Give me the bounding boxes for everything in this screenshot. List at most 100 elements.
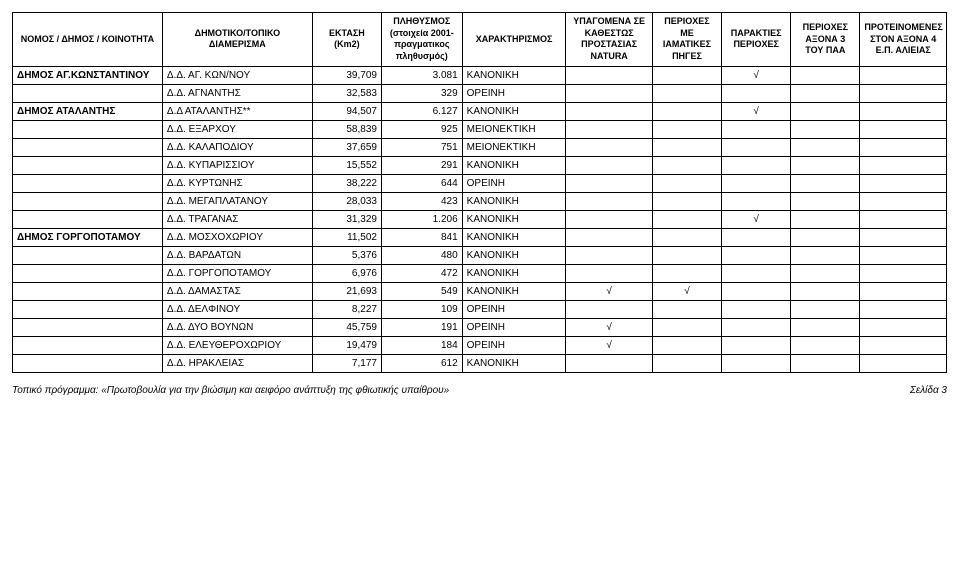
cell-iam [652, 192, 721, 210]
cell-nomos [13, 138, 163, 156]
header-char: ΧΑΡΑΚΤΗΡΙΣΜΟΣ [462, 13, 566, 67]
cell-alieias [860, 174, 947, 192]
cell-nomos [13, 156, 163, 174]
cell-alieias [860, 138, 947, 156]
cell-parakt [722, 192, 791, 210]
cell-axon3 [791, 156, 860, 174]
cell-parakt [722, 138, 791, 156]
cell-diam: Δ.Δ. ΜΕΓΑΠΛΑΤΑΝΟΥ [162, 192, 312, 210]
cell-plith: 329 [381, 84, 462, 102]
cell-alieias [860, 156, 947, 174]
cell-alieias [860, 354, 947, 372]
cell-axon3 [791, 102, 860, 120]
cell-nomos [13, 192, 163, 210]
cell-axon3 [791, 210, 860, 228]
cell-ektasi: 5,376 [312, 246, 381, 264]
cell-ektasi: 19,479 [312, 336, 381, 354]
cell-axon3 [791, 192, 860, 210]
cell-parakt [722, 246, 791, 264]
header-parakt: ΠΑΡΑΚΤΙΕΣ ΠΕΡΙΟΧΕΣ [722, 13, 791, 67]
cell-iam [652, 300, 721, 318]
cell-natura: √ [566, 282, 652, 300]
cell-ektasi: 21,693 [312, 282, 381, 300]
cell-alieias [860, 210, 947, 228]
cell-alieias [860, 246, 947, 264]
cell-nomos: ΔΗΜΟΣ ΓΟΡΓΟΠΟΤΑΜΟΥ [13, 228, 163, 246]
cell-diam: Δ.Δ. ΒΑΡΔΑΤΩΝ [162, 246, 312, 264]
table-row: Δ.Δ. ΑΓΝΑΝΤΗΣ32,583329ΟΡΕΙΝΗ [13, 84, 947, 102]
table-row: Δ.Δ. ΕΛΕΥΘΕΡΟΧΩΡΙΟΥ19,479184ΟΡΕΙΝΗ√ [13, 336, 947, 354]
cell-ektasi: 8,227 [312, 300, 381, 318]
cell-diam: Δ.Δ. ΕΞΑΡΧΟΥ [162, 120, 312, 138]
cell-plith: 191 [381, 318, 462, 336]
cell-plith: 480 [381, 246, 462, 264]
cell-nomos [13, 318, 163, 336]
cell-char: ΚΑΝΟΝΙΚΗ [462, 210, 566, 228]
cell-parakt [722, 354, 791, 372]
cell-char: ΚΑΝΟΝΙΚΗ [462, 66, 566, 84]
cell-iam [652, 318, 721, 336]
cell-parakt [722, 120, 791, 138]
cell-parakt [722, 300, 791, 318]
cell-natura [566, 264, 652, 282]
cell-diam: Δ.Δ. ΤΡΑΓΑΝΑΣ [162, 210, 312, 228]
cell-char: ΚΑΝΟΝΙΚΗ [462, 228, 566, 246]
cell-parakt [722, 174, 791, 192]
cell-iam: √ [652, 282, 721, 300]
cell-parakt: √ [722, 102, 791, 120]
cell-nomos [13, 84, 163, 102]
cell-natura [566, 246, 652, 264]
cell-ektasi: 31,329 [312, 210, 381, 228]
cell-plith: 6.127 [381, 102, 462, 120]
cell-ektasi: 37,659 [312, 138, 381, 156]
cell-axon3 [791, 300, 860, 318]
cell-natura [566, 66, 652, 84]
cell-alieias [860, 228, 947, 246]
cell-axon3 [791, 282, 860, 300]
cell-natura [566, 174, 652, 192]
cell-plith: 925 [381, 120, 462, 138]
header-nomos: ΝΟΜΟΣ / ΔΗΜΟΣ / ΚΟΙΝΟΤΗΤΑ [13, 13, 163, 67]
cell-diam: Δ.Δ. ΔΥΟ ΒΟΥΝΩΝ [162, 318, 312, 336]
footer-right: Σελίδα 3 [910, 385, 947, 396]
cell-natura [566, 84, 652, 102]
table-row: Δ.Δ. ΕΞΑΡΧΟΥ58,839925ΜΕΙΟΝΕΚΤΙΚΗ [13, 120, 947, 138]
cell-plith: 751 [381, 138, 462, 156]
cell-parakt [722, 264, 791, 282]
cell-axon3 [791, 228, 860, 246]
cell-iam [652, 120, 721, 138]
cell-axon3 [791, 354, 860, 372]
cell-nomos: ΔΗΜΟΣ ΑΤΑΛΑΝΤΗΣ [13, 102, 163, 120]
table-row: ΔΗΜΟΣ ΓΟΡΓΟΠΟΤΑΜΟΥΔ.Δ. ΜΟΣΧΟΧΩΡΙΟΥ11,502… [13, 228, 947, 246]
page-footer: Τοπικό πρόγραμμα: «Πρωτοβουλία για την β… [12, 385, 947, 396]
cell-natura: √ [566, 336, 652, 354]
cell-char: ΚΑΝΟΝΙΚΗ [462, 156, 566, 174]
table-row: Δ.Δ. ΔΑΜΑΣΤΑΣ21,693549ΚΑΝΟΝΙΚΗ√√ [13, 282, 947, 300]
cell-parakt [722, 84, 791, 102]
cell-ektasi: 32,583 [312, 84, 381, 102]
cell-char: ΚΑΝΟΝΙΚΗ [462, 192, 566, 210]
cell-char: ΜΕΙΟΝΕΚΤΙΚΗ [462, 120, 566, 138]
cell-ektasi: 58,839 [312, 120, 381, 138]
cell-natura [566, 192, 652, 210]
cell-ektasi: 11,502 [312, 228, 381, 246]
cell-alieias [860, 318, 947, 336]
cell-ektasi: 94,507 [312, 102, 381, 120]
cell-diam: Δ.Δ. ΑΓ. ΚΩΝ/ΝΟΥ [162, 66, 312, 84]
cell-nomos [13, 246, 163, 264]
cell-iam [652, 156, 721, 174]
cell-nomos [13, 282, 163, 300]
cell-parakt: √ [722, 66, 791, 84]
cell-nomos [13, 120, 163, 138]
cell-diam: Δ.Δ. ΓΟΡΓΟΠΟΤΑΜΟΥ [162, 264, 312, 282]
cell-axon3 [791, 84, 860, 102]
cell-plith: 644 [381, 174, 462, 192]
cell-nomos [13, 300, 163, 318]
cell-diam: Δ.Δ. ΕΛΕΥΘΕΡΟΧΩΡΙΟΥ [162, 336, 312, 354]
cell-char: ΜΕΙΟΝΕΚΤΙΚΗ [462, 138, 566, 156]
cell-iam [652, 336, 721, 354]
cell-natura: √ [566, 318, 652, 336]
cell-char: ΟΡΕΙΝΗ [462, 318, 566, 336]
table-row: ΔΗΜΟΣ ΑΓ.ΚΩΝΣΤΑΝΤΙΝΟΥΔ.Δ. ΑΓ. ΚΩΝ/ΝΟΥ39,… [13, 66, 947, 84]
cell-plith: 612 [381, 354, 462, 372]
